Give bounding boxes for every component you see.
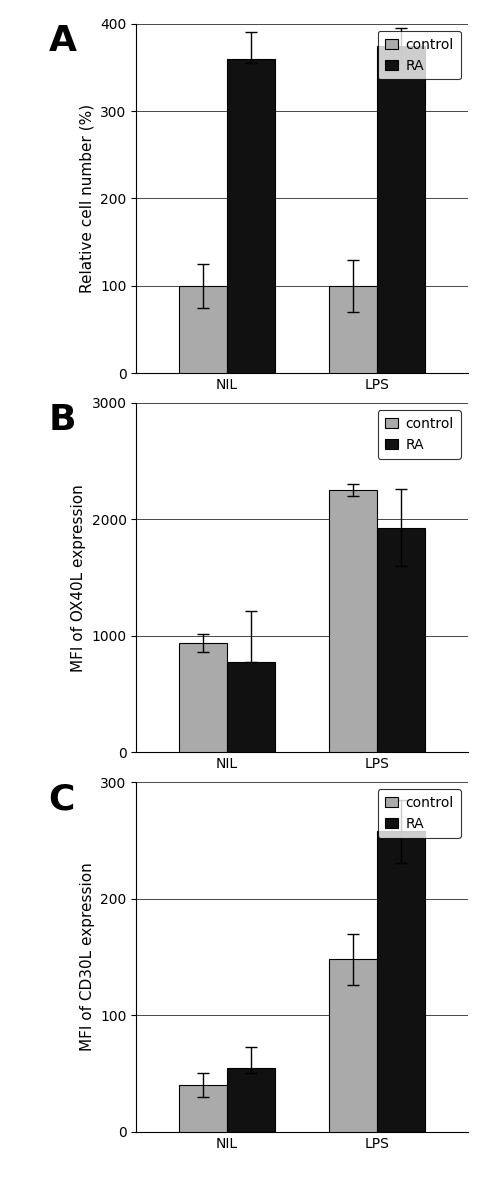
Bar: [377, 831, 425, 1132]
Bar: [179, 643, 226, 752]
Legend: control, RA: control, RA: [377, 410, 461, 459]
Bar: [329, 491, 377, 752]
Bar: [377, 527, 425, 752]
Text: A: A: [49, 24, 76, 58]
Y-axis label: Relative cell number (%): Relative cell number (%): [80, 104, 94, 293]
Bar: [329, 286, 377, 373]
Bar: [226, 1068, 275, 1132]
Bar: [179, 1085, 226, 1132]
Bar: [329, 959, 377, 1132]
Y-axis label: MFI of CD30L expression: MFI of CD30L expression: [80, 863, 94, 1051]
Bar: [179, 286, 226, 373]
Legend: control, RA: control, RA: [377, 31, 461, 79]
Y-axis label: MFI of OX40L expression: MFI of OX40L expression: [71, 483, 86, 672]
Bar: [226, 58, 275, 373]
Text: B: B: [49, 403, 76, 437]
Text: C: C: [49, 782, 75, 816]
Bar: [226, 661, 275, 752]
Legend: control, RA: control, RA: [377, 789, 461, 838]
Bar: [377, 45, 425, 373]
